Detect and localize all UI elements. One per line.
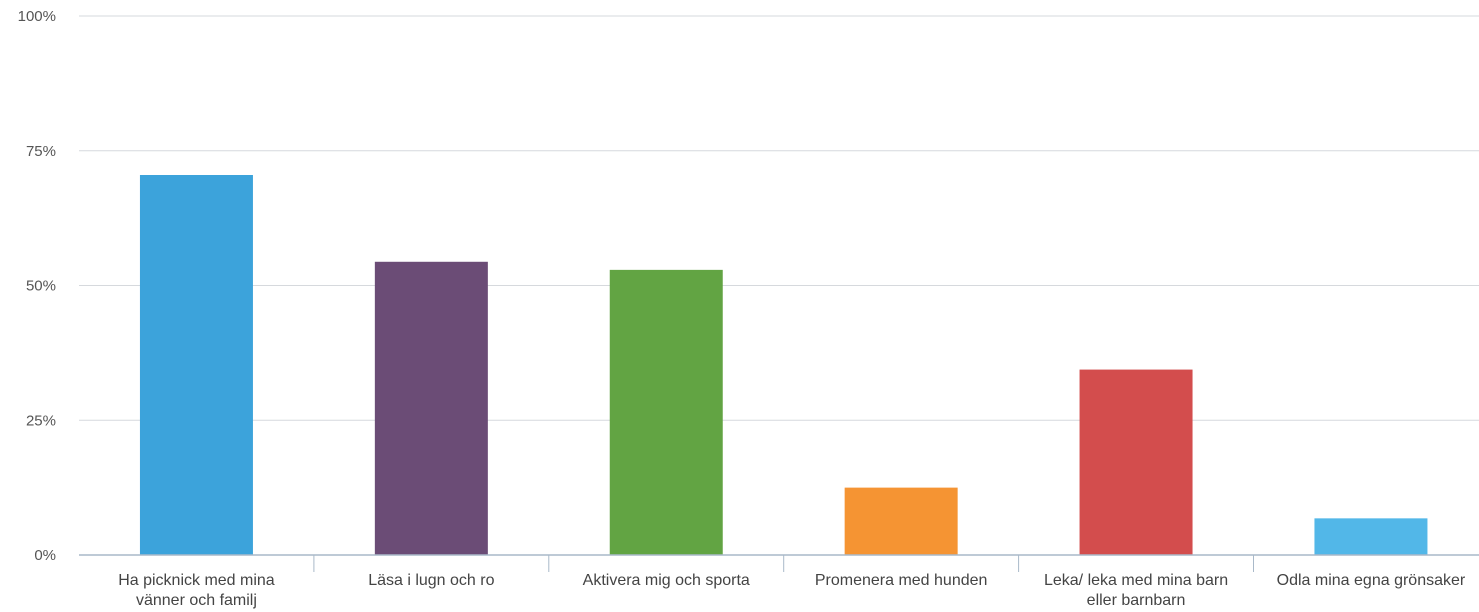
bar: [609, 269, 723, 555]
y-tick-label: 0%: [34, 547, 56, 564]
bars: [139, 175, 1428, 555]
bar: [1314, 518, 1428, 555]
bar: [1079, 369, 1193, 555]
y-axis-ticks: 0% 25% 50% 75% 100%: [18, 8, 56, 564]
x-tick-label: Promenera med hunden: [815, 572, 988, 589]
x-axis-labels: Ha picknick med mina vänner och familj Läs…: [118, 572, 1466, 609]
x-axis: [79, 554, 1479, 572]
grid-lines: [79, 15, 1479, 421]
x-tick-label: Ha picknick med mina: [118, 572, 275, 589]
y-tick-label: 100%: [18, 8, 56, 25]
y-tick-label: 25%: [26, 412, 56, 429]
y-tick-label: 75%: [26, 143, 56, 160]
x-tick-label: eller barnbarn: [1087, 592, 1186, 609]
x-tick-label: Odla mina egna grönsaker: [1277, 572, 1466, 589]
y-tick-label: 50%: [26, 278, 56, 295]
x-tick-label: Aktivera mig och sporta: [583, 572, 750, 589]
bar: [844, 487, 958, 555]
x-tick-label: Leka/ leka med mina barn: [1044, 572, 1228, 589]
x-tick-label: vänner och familj: [136, 592, 257, 609]
bar: [374, 261, 488, 555]
x-tick-label: Läsa i lugn och ro: [368, 572, 494, 589]
bar: [139, 175, 253, 555]
